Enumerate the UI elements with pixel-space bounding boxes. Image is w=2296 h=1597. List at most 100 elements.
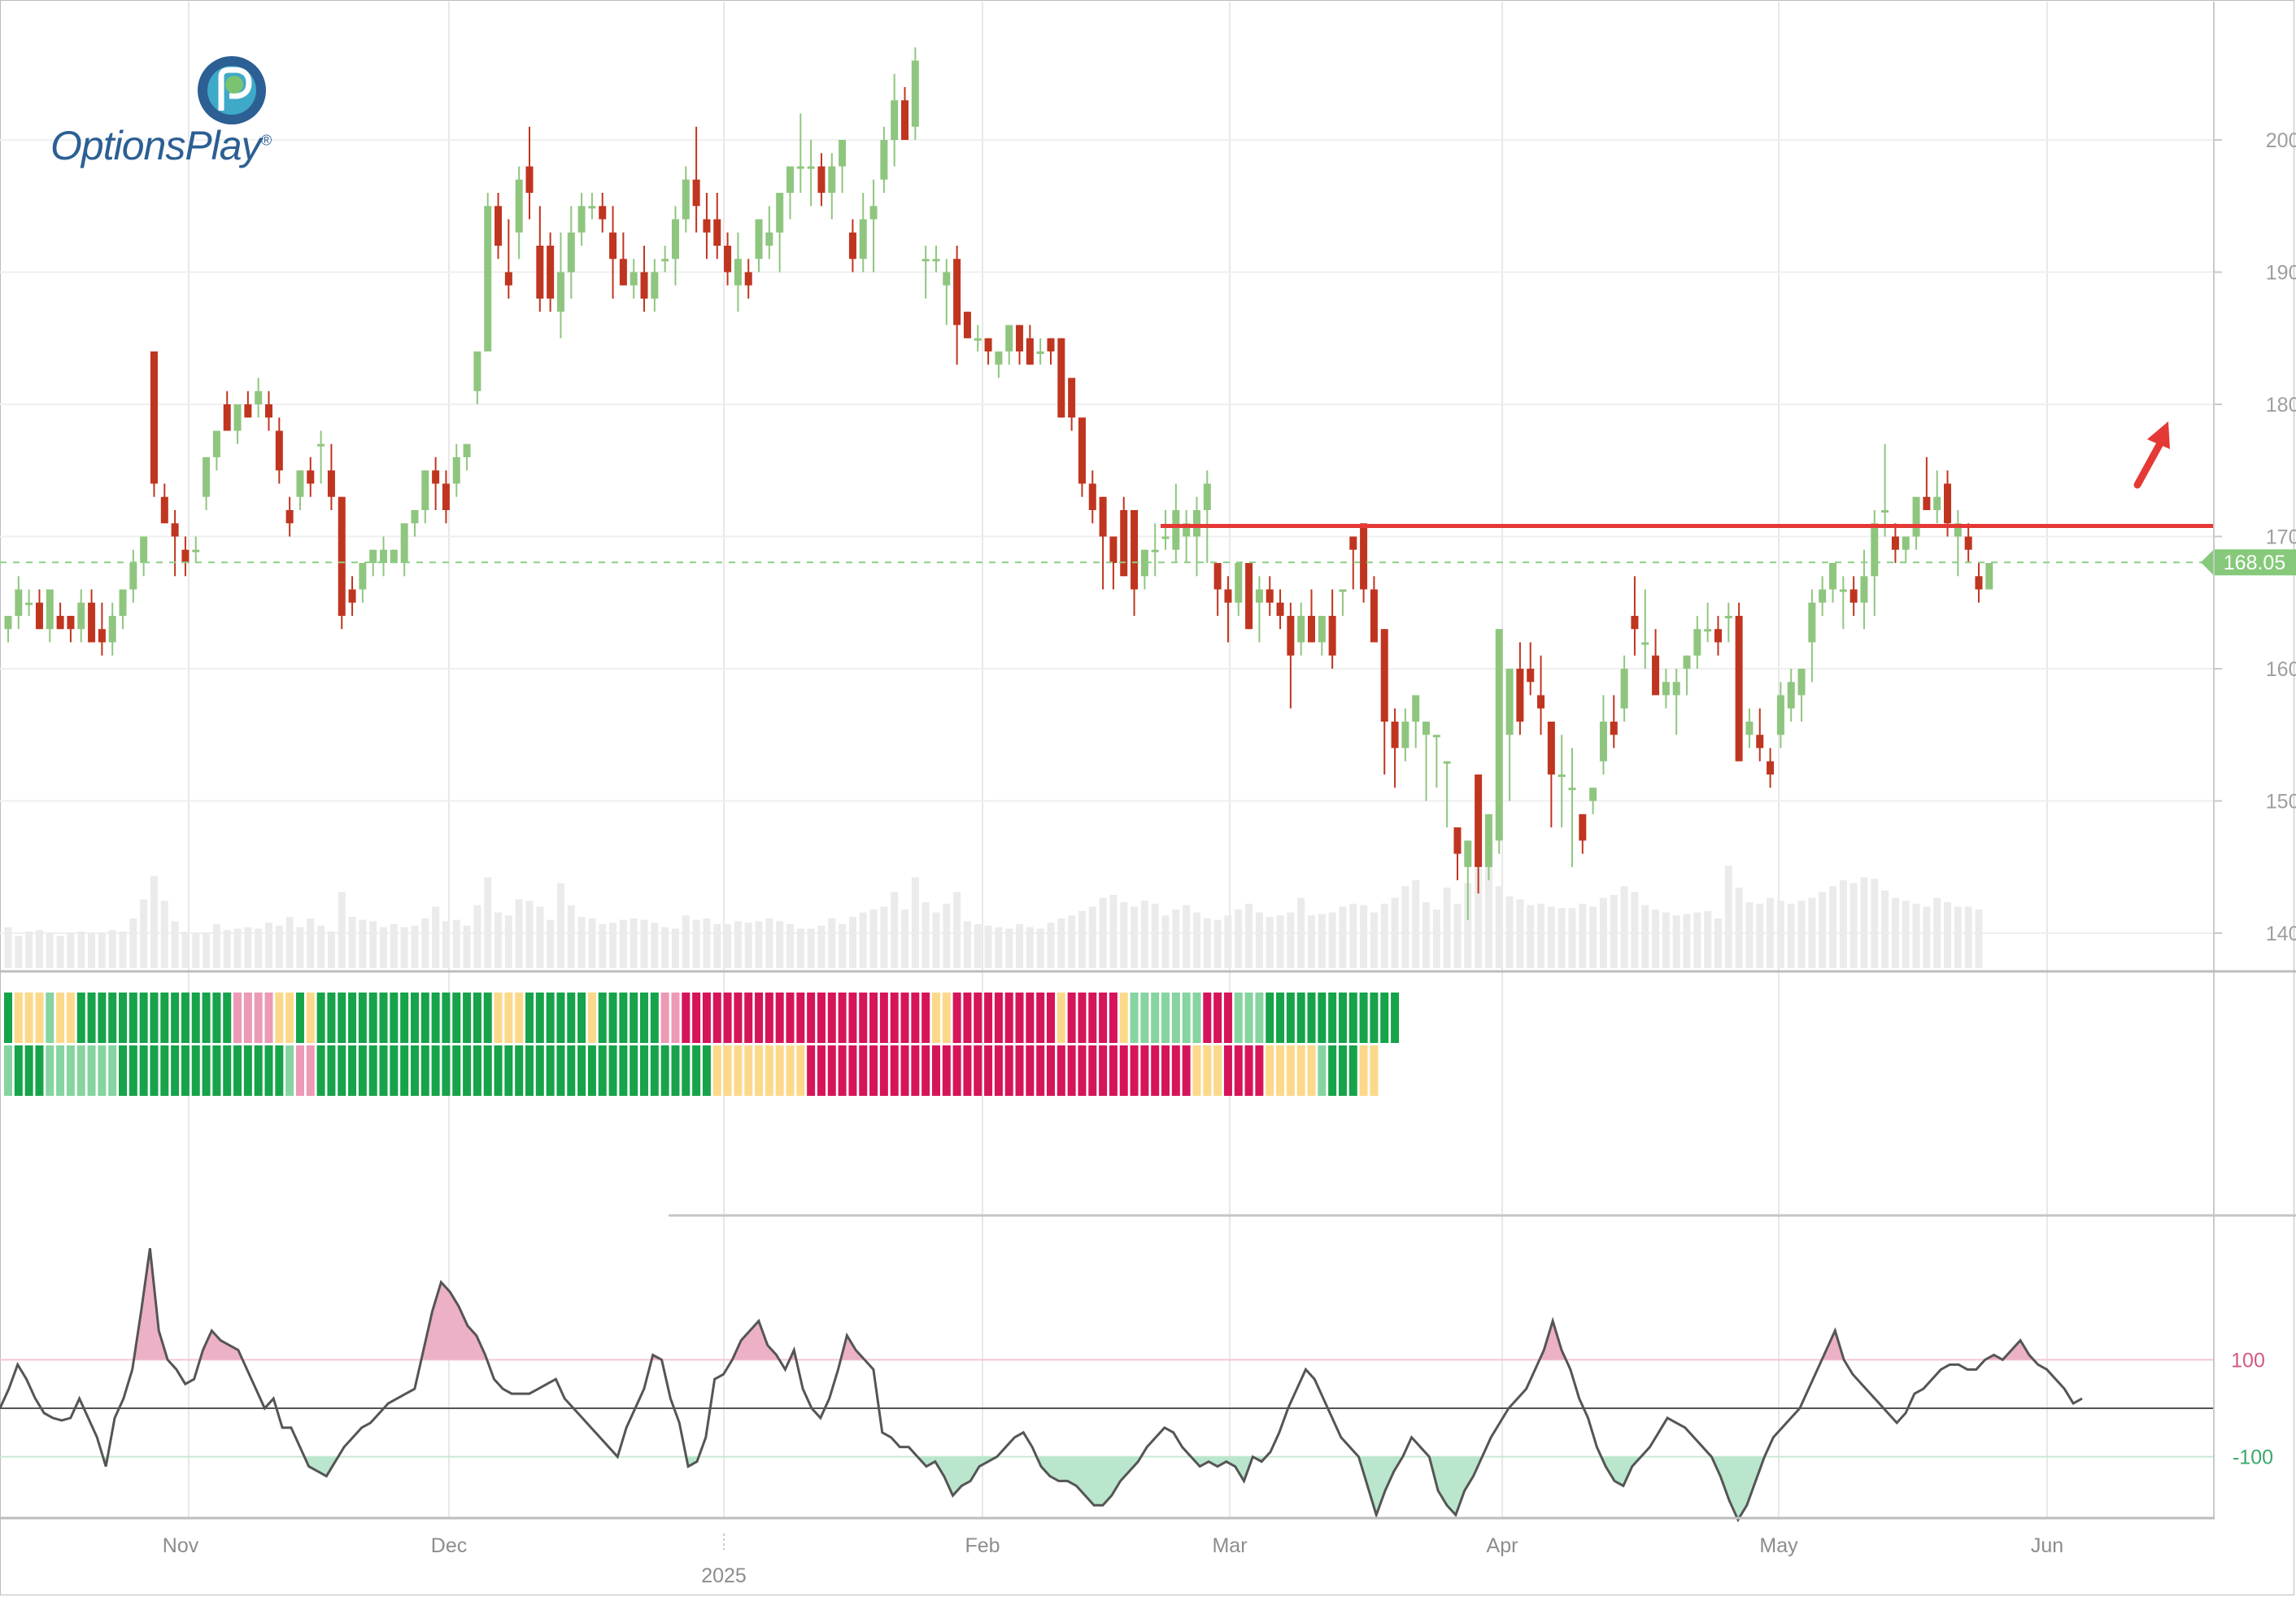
heatmap-cell (1203, 993, 1212, 1043)
heatmap-cell (275, 993, 284, 1043)
candle-body (1985, 563, 1993, 590)
heatmap-cell (1088, 993, 1097, 1043)
up-arrow-icon (2133, 439, 2164, 489)
candle-body (1276, 602, 1284, 616)
candle-body (536, 246, 544, 299)
heatmap-cell (98, 1045, 107, 1096)
heatmap-cell (1370, 993, 1379, 1043)
candle-body (724, 246, 732, 273)
volume-bar (609, 923, 617, 968)
heatmap-cell (984, 1045, 993, 1096)
volume-bar (327, 932, 335, 968)
heatmap-cell (119, 993, 128, 1043)
volume-bar (1036, 928, 1044, 968)
volume-bar (400, 927, 408, 968)
candle-body (1829, 563, 1836, 590)
heatmap-cell (900, 1045, 909, 1096)
volume-bar (1944, 902, 1952, 968)
heatmap-cell (1099, 1045, 1108, 1096)
candle-body (817, 166, 826, 193)
volume-bar (171, 921, 179, 968)
candle-body (974, 338, 982, 341)
volume-bar (1068, 915, 1076, 968)
heatmap-cell (463, 993, 472, 1043)
volume-bar (1756, 903, 1764, 968)
candle-body (1057, 338, 1065, 418)
volume-bar (880, 906, 888, 968)
volume-bar (244, 927, 252, 968)
volume-bar (1287, 912, 1295, 968)
heatmap-cell (692, 1045, 701, 1096)
volume-bar (1672, 915, 1680, 968)
oscillator-panel: 100 -100 (0, 1248, 2273, 1523)
heatmap-cell (442, 1045, 451, 1096)
volume-bar (1662, 912, 1670, 968)
heatmap-cell (598, 1045, 607, 1096)
heatmap-cell (671, 1045, 680, 1096)
candle-body (525, 166, 534, 193)
volume-bar (255, 928, 263, 968)
candle-body (776, 193, 784, 233)
heatmap-cell (275, 1045, 284, 1096)
overlays: 168.05 (0, 421, 2296, 576)
heatmap-cell (1244, 1045, 1253, 1096)
candle-body (703, 219, 711, 233)
candle-body (1797, 669, 1806, 696)
heatmap-cell (264, 1045, 273, 1096)
heatmap-cell (35, 993, 44, 1043)
candle-body (1714, 629, 1722, 643)
volume-bar (1954, 906, 1962, 968)
candle-body (35, 602, 43, 630)
x-tick-label: Apr (1487, 1534, 1518, 1557)
trend-heatmap (4, 993, 1400, 1096)
volume-bar (4, 927, 12, 968)
heatmap-cell (1307, 993, 1316, 1043)
candle-body (203, 457, 211, 497)
heatmap-cell (150, 993, 159, 1043)
heatmap-cell (931, 993, 940, 1043)
heatmap-cell (879, 993, 888, 1043)
volume-bar (1318, 914, 1326, 968)
candle-body (1839, 589, 1847, 592)
volume-bar (1266, 917, 1274, 968)
volume-bar (1829, 886, 1836, 968)
heatmap-cell (963, 1045, 972, 1096)
volume-bar (1923, 906, 1931, 968)
volume-bar (1005, 928, 1013, 968)
x-tick-label: May (1759, 1534, 1798, 1557)
heatmap-cell (911, 1045, 920, 1096)
candle-body (1172, 510, 1180, 550)
volume-bar (974, 924, 982, 968)
volume-bar (1078, 910, 1086, 968)
candle-body (411, 510, 419, 524)
heatmap-cell (952, 993, 961, 1043)
heatmap-cell (1119, 993, 1128, 1043)
heatmap-cell (682, 1045, 691, 1096)
volume-bar (807, 928, 815, 968)
heatmap-cell (431, 993, 440, 1043)
volume-bar (776, 921, 784, 968)
heatmap-cell (56, 1045, 65, 1096)
heatmap-cell (952, 1045, 961, 1096)
candle-body (943, 272, 951, 286)
candle-body (1339, 589, 1347, 592)
candle-body (859, 219, 867, 260)
heatmap-cell (712, 1045, 721, 1096)
x-tick-label: Jun (2031, 1534, 2063, 1557)
volume-bar (35, 930, 43, 968)
heatmap-cell (1026, 993, 1035, 1043)
volume-bar (556, 883, 564, 968)
volume-bar (911, 877, 919, 968)
candle-body (609, 232, 617, 260)
volume-bar (1109, 895, 1118, 968)
candle-body (1224, 589, 1232, 603)
volume-bar (212, 924, 220, 968)
heatmap-cell (744, 1045, 753, 1096)
volume-bar (108, 930, 116, 968)
candle-body (1151, 549, 1159, 552)
candle-body (46, 589, 54, 630)
volume-bar (1819, 892, 1827, 968)
volume-bar (181, 932, 190, 968)
heatmap-cell (546, 993, 555, 1043)
candle-body (1819, 589, 1827, 603)
